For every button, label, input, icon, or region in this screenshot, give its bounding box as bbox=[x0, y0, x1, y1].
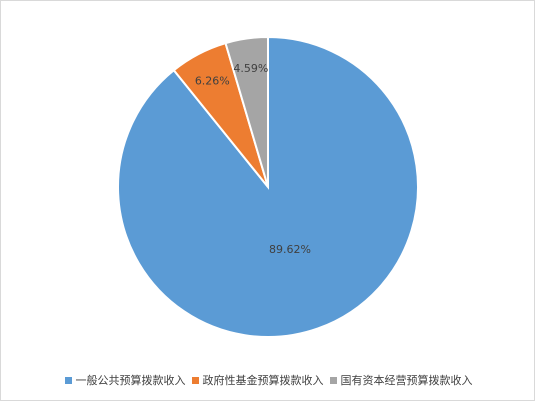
legend-label: 一般公共预算拨款收入 bbox=[75, 374, 186, 387]
legend-swatch bbox=[64, 376, 72, 384]
pie-slice-state-capital-budget bbox=[224, 35, 269, 188]
legend-item-government-fund-budget: 政府性基金预算拨款收入 bbox=[191, 372, 324, 388]
legend-item-general-public-budget: 一般公共预算拨款收入 bbox=[64, 372, 186, 388]
pie-slice-general-public-budget bbox=[117, 35, 419, 338]
legend-swatch bbox=[191, 376, 199, 384]
legend-label: 政府性基金预算拨款收入 bbox=[202, 374, 324, 387]
data-label-state-capital-budget: 4.59% bbox=[233, 62, 268, 75]
legend: 一般公共预算拨款收入 政府性基金预算拨款收入 国有资本经营预算拨款收入 bbox=[1, 372, 535, 388]
legend-label: 国有资本经营预算拨款收入 bbox=[340, 374, 473, 387]
data-label-government-fund-budget: 6.26% bbox=[195, 75, 230, 88]
data-label-general-public-budget: 89.62% bbox=[269, 243, 311, 256]
legend-swatch bbox=[329, 376, 337, 384]
legend-item-state-capital-budget: 国有资本经营预算拨款收入 bbox=[329, 372, 473, 388]
